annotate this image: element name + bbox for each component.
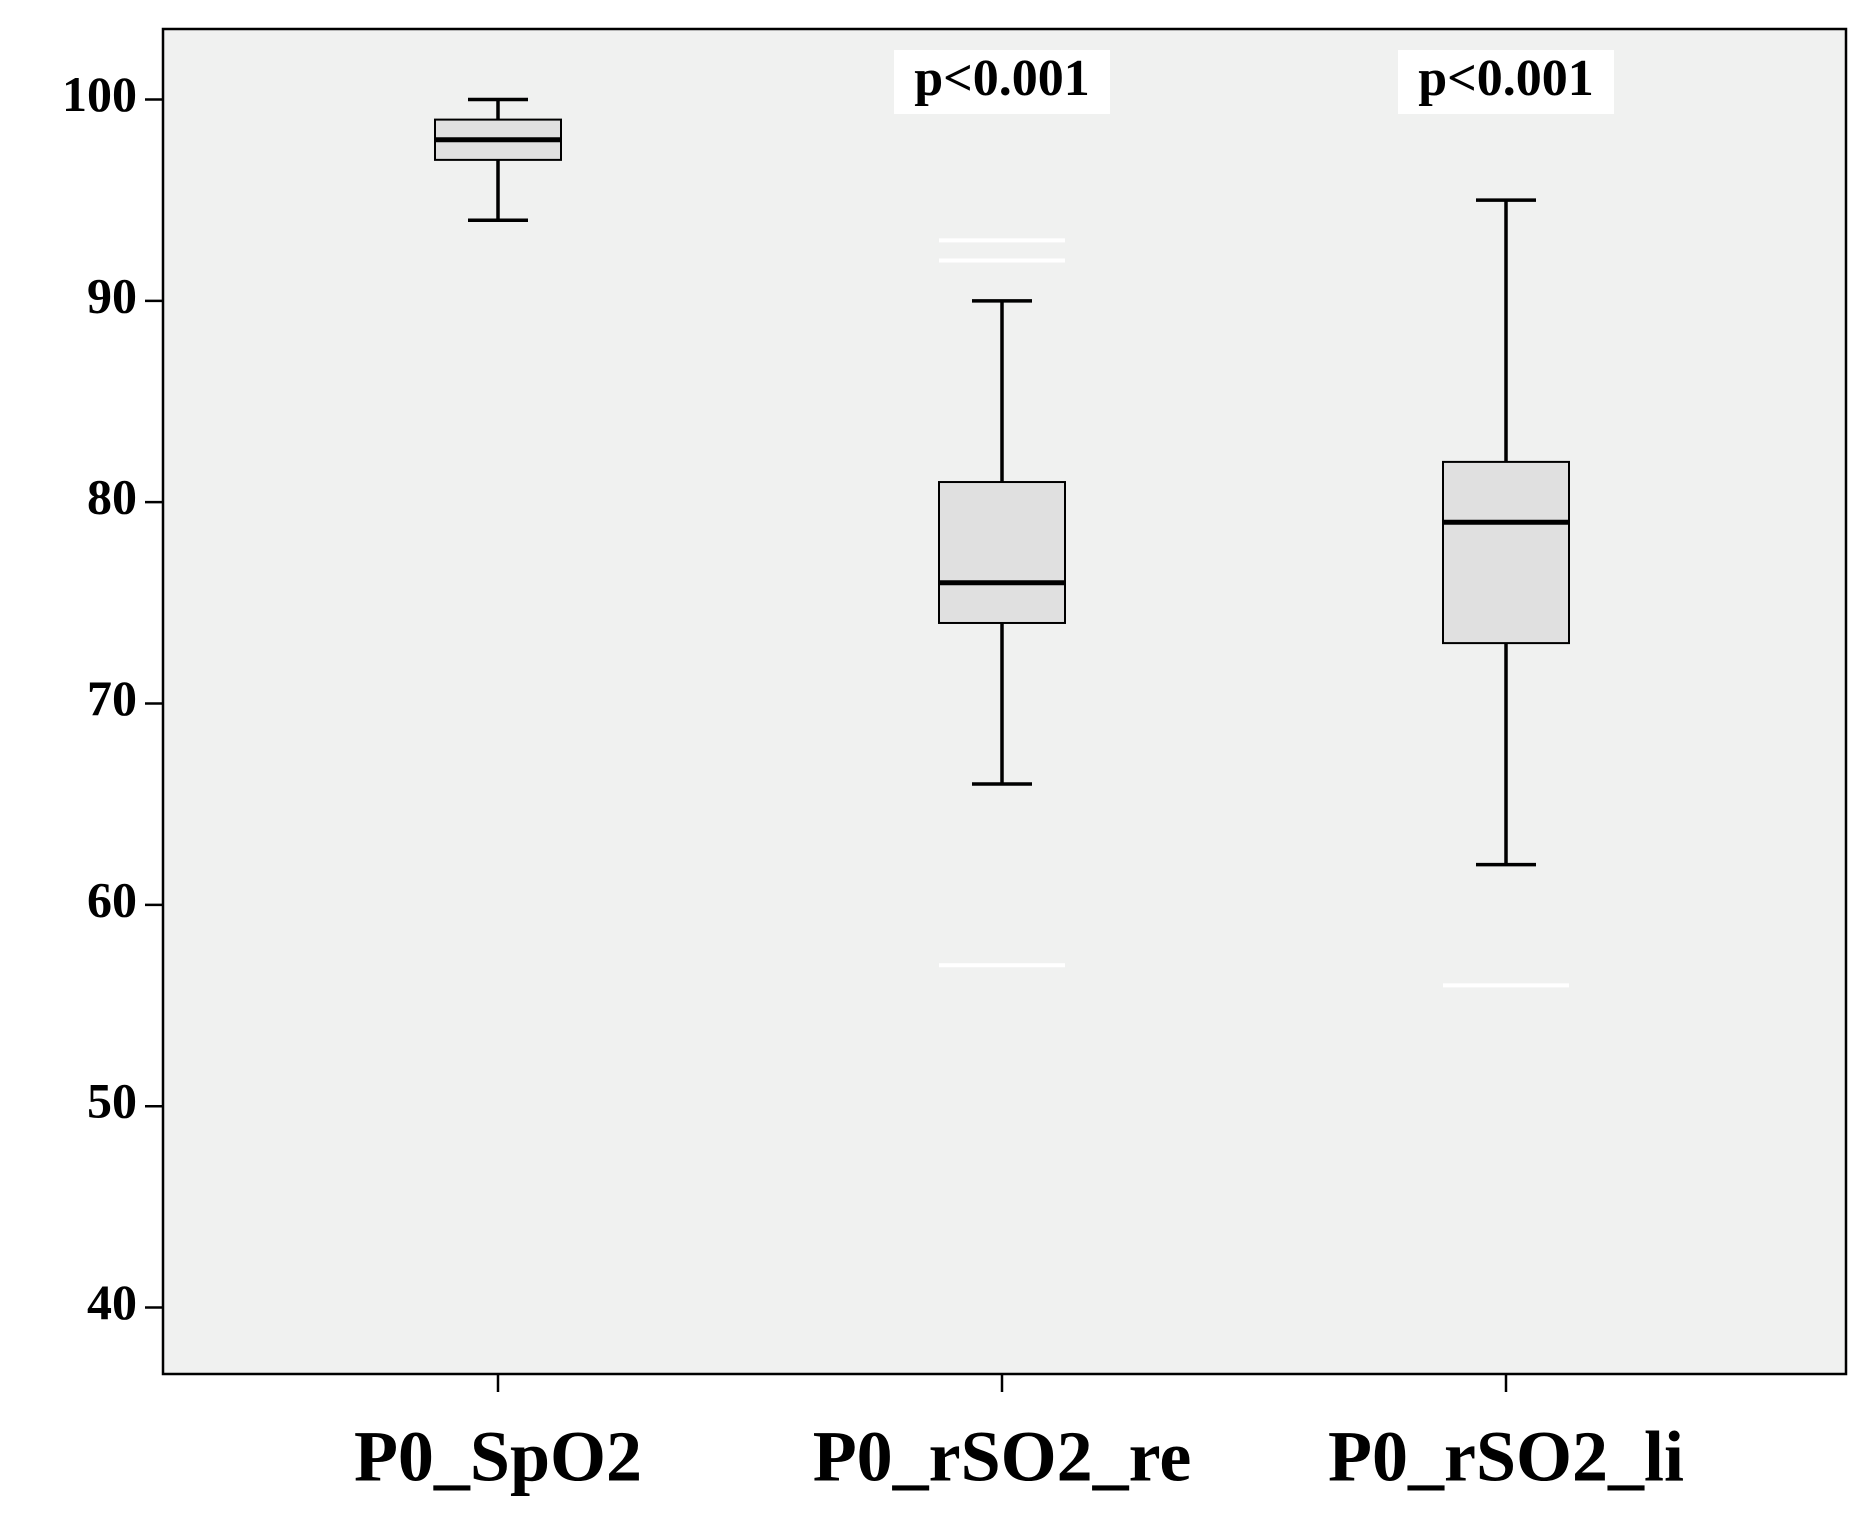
y-tick-label: 50 — [87, 1073, 137, 1129]
annotation: p<0.001 — [914, 50, 1090, 107]
y-tick-label: 60 — [87, 871, 137, 927]
annotation: p<0.001 — [1418, 50, 1594, 107]
y-tick-label: 90 — [87, 267, 137, 323]
y-tick-label: 70 — [87, 670, 137, 726]
box — [1442, 460, 1570, 645]
y-tick-label: 40 — [87, 1274, 137, 1330]
annotation-bg — [1398, 50, 1614, 114]
box — [938, 481, 1066, 624]
x-tick-label: P0_rSO2_re — [813, 1417, 1192, 1497]
y-tick-label: 80 — [87, 469, 137, 525]
x-tick-label: P0_rSO2_li — [1328, 1417, 1684, 1497]
annotation-bg — [894, 50, 1110, 114]
plot-area — [161, 27, 1848, 1376]
y-tick-label: 100 — [62, 66, 137, 122]
x-tick-label: P0_SpO2 — [354, 1417, 642, 1497]
